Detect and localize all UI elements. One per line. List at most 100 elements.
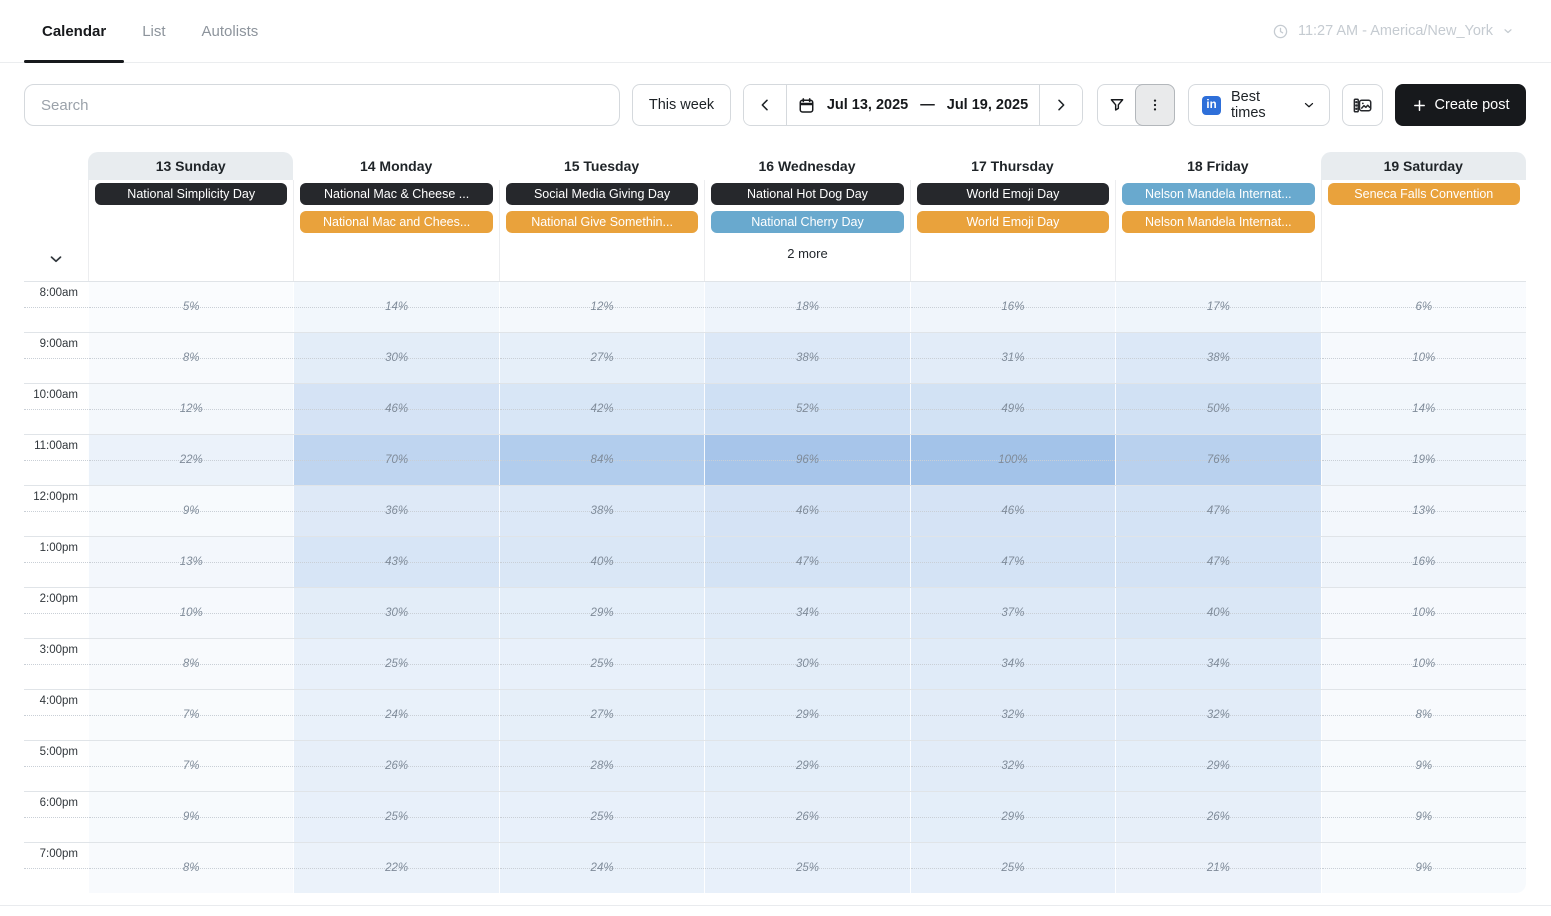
create-post-button[interactable]: Create post xyxy=(1395,84,1526,126)
heatmap-cell[interactable]: 31% xyxy=(910,333,1115,383)
heatmap-cell[interactable]: 6% xyxy=(1321,282,1526,332)
heatmap-cell[interactable]: 25% xyxy=(293,792,498,842)
heatmap-cell[interactable]: 96% xyxy=(704,435,909,485)
event-pill[interactable]: National Mac and Chees... xyxy=(300,211,492,233)
heatmap-cell[interactable]: 47% xyxy=(910,537,1115,587)
search-input[interactable] xyxy=(24,84,620,126)
heatmap-cell[interactable]: 19% xyxy=(1321,435,1526,485)
heatmap-cell[interactable]: 9% xyxy=(1321,741,1526,791)
heatmap-cell[interactable]: 25% xyxy=(499,792,704,842)
heatmap-cell[interactable]: 25% xyxy=(704,843,909,893)
heatmap-cell[interactable]: 12% xyxy=(88,384,293,434)
heatmap-cell[interactable]: 28% xyxy=(499,741,704,791)
event-pill[interactable]: World Emoji Day xyxy=(917,183,1109,205)
heatmap-cell[interactable]: 34% xyxy=(1115,639,1320,689)
heatmap-cell[interactable]: 47% xyxy=(1115,486,1320,536)
heatmap-cell[interactable]: 40% xyxy=(499,537,704,587)
heatmap-cell[interactable]: 46% xyxy=(293,384,498,434)
event-pill[interactable]: Nelson Mandela Internat... xyxy=(1122,211,1314,233)
heatmap-cell[interactable]: 29% xyxy=(910,792,1115,842)
heatmap-cell[interactable]: 34% xyxy=(910,639,1115,689)
more-events-link[interactable]: 2 more xyxy=(711,246,903,261)
heatmap-cell[interactable]: 27% xyxy=(499,333,704,383)
event-pill[interactable]: World Emoji Day xyxy=(917,211,1109,233)
heatmap-cell[interactable]: 24% xyxy=(293,690,498,740)
next-week-button[interactable] xyxy=(1040,85,1082,125)
heatmap-cell[interactable]: 46% xyxy=(910,486,1115,536)
event-pill[interactable]: National Give Somethin... xyxy=(506,211,698,233)
heatmap-cell[interactable]: 30% xyxy=(293,333,498,383)
event-pill[interactable]: Social Media Giving Day xyxy=(506,183,698,205)
heatmap-cell[interactable]: 42% xyxy=(499,384,704,434)
heatmap-cell[interactable]: 46% xyxy=(704,486,909,536)
heatmap-cell[interactable]: 25% xyxy=(499,639,704,689)
heatmap-cell[interactable]: 10% xyxy=(1321,333,1526,383)
date-range-button[interactable]: Jul 13, 2025 — Jul 19, 2025 xyxy=(787,85,1039,125)
heatmap-cell[interactable]: 29% xyxy=(1115,741,1320,791)
heatmap-cell[interactable]: 7% xyxy=(88,690,293,740)
timezone-selector[interactable]: 11:27 AM - America/New_York xyxy=(1272,23,1526,40)
heatmap-cell[interactable]: 40% xyxy=(1115,588,1320,638)
best-times-dropdown[interactable]: in Best times xyxy=(1188,84,1330,126)
heatmap-cell[interactable]: 25% xyxy=(910,843,1115,893)
this-week-button[interactable]: This week xyxy=(632,84,731,126)
heatmap-cell[interactable]: 24% xyxy=(499,843,704,893)
heatmap-cell[interactable]: 17% xyxy=(1115,282,1320,332)
heatmap-cell[interactable]: 8% xyxy=(88,639,293,689)
event-pill[interactable]: Nelson Mandela Internat... xyxy=(1122,183,1314,205)
tab-list[interactable]: List xyxy=(124,0,183,62)
heatmap-cell[interactable]: 8% xyxy=(88,333,293,383)
event-pill[interactable]: Seneca Falls Convention xyxy=(1328,183,1520,205)
heatmap-cell[interactable]: 22% xyxy=(293,843,498,893)
heatmap-cell[interactable]: 16% xyxy=(910,282,1115,332)
heatmap-cell[interactable]: 36% xyxy=(293,486,498,536)
more-options-button[interactable] xyxy=(1135,84,1175,126)
heatmap-cell[interactable]: 26% xyxy=(704,792,909,842)
heatmap-cell[interactable]: 10% xyxy=(1321,588,1526,638)
heatmap-cell[interactable]: 52% xyxy=(704,384,909,434)
heatmap-cell[interactable]: 13% xyxy=(88,537,293,587)
heatmap-cell[interactable]: 18% xyxy=(704,282,909,332)
heatmap-cell[interactable]: 26% xyxy=(1115,792,1320,842)
heatmap-cell[interactable]: 14% xyxy=(1321,384,1526,434)
heatmap-cell[interactable]: 30% xyxy=(704,639,909,689)
heatmap-cell[interactable]: 22% xyxy=(88,435,293,485)
event-pill[interactable]: National Mac & Cheese ... xyxy=(300,183,492,205)
heatmap-cell[interactable]: 100% xyxy=(910,435,1115,485)
heatmap-cell[interactable]: 26% xyxy=(293,741,498,791)
event-pill[interactable]: National Simplicity Day xyxy=(95,183,287,205)
heatmap-cell[interactable]: 76% xyxy=(1115,435,1320,485)
heatmap-cell[interactable]: 7% xyxy=(88,741,293,791)
heatmap-cell[interactable]: 16% xyxy=(1321,537,1526,587)
heatmap-cell[interactable]: 32% xyxy=(910,690,1115,740)
heatmap-cell[interactable]: 38% xyxy=(704,333,909,383)
heatmap-cell[interactable]: 27% xyxy=(499,690,704,740)
heatmap-cell[interactable]: 49% xyxy=(910,384,1115,434)
heatmap-cell[interactable]: 38% xyxy=(499,486,704,536)
heatmap-cell[interactable]: 10% xyxy=(1321,639,1526,689)
heatmap-cell[interactable]: 9% xyxy=(1321,792,1526,842)
heatmap-cell[interactable]: 8% xyxy=(1321,690,1526,740)
heatmap-cell[interactable]: 12% xyxy=(499,282,704,332)
tab-calendar[interactable]: Calendar xyxy=(24,0,124,62)
heatmap-cell[interactable]: 10% xyxy=(88,588,293,638)
event-pill[interactable]: National Cherry Day xyxy=(711,211,903,233)
heatmap-cell[interactable]: 29% xyxy=(704,690,909,740)
heatmap-cell[interactable]: 14% xyxy=(293,282,498,332)
heatmap-cell[interactable]: 32% xyxy=(1115,690,1320,740)
heatmap-cell[interactable]: 32% xyxy=(910,741,1115,791)
previous-week-button[interactable] xyxy=(744,85,786,125)
filter-button[interactable] xyxy=(1098,85,1136,125)
heatmap-cell[interactable]: 9% xyxy=(1321,843,1526,893)
heatmap-cell[interactable]: 30% xyxy=(293,588,498,638)
heatmap-cell[interactable]: 8% xyxy=(88,843,293,893)
media-library-button[interactable] xyxy=(1342,84,1383,126)
heatmap-cell[interactable]: 29% xyxy=(704,741,909,791)
tab-autolists[interactable]: Autolists xyxy=(184,0,277,62)
heatmap-cell[interactable]: 47% xyxy=(704,537,909,587)
heatmap-cell[interactable]: 29% xyxy=(499,588,704,638)
heatmap-cell[interactable]: 21% xyxy=(1115,843,1320,893)
heatmap-cell[interactable]: 70% xyxy=(293,435,498,485)
event-pill[interactable]: National Hot Dog Day xyxy=(711,183,903,205)
heatmap-cell[interactable]: 13% xyxy=(1321,486,1526,536)
